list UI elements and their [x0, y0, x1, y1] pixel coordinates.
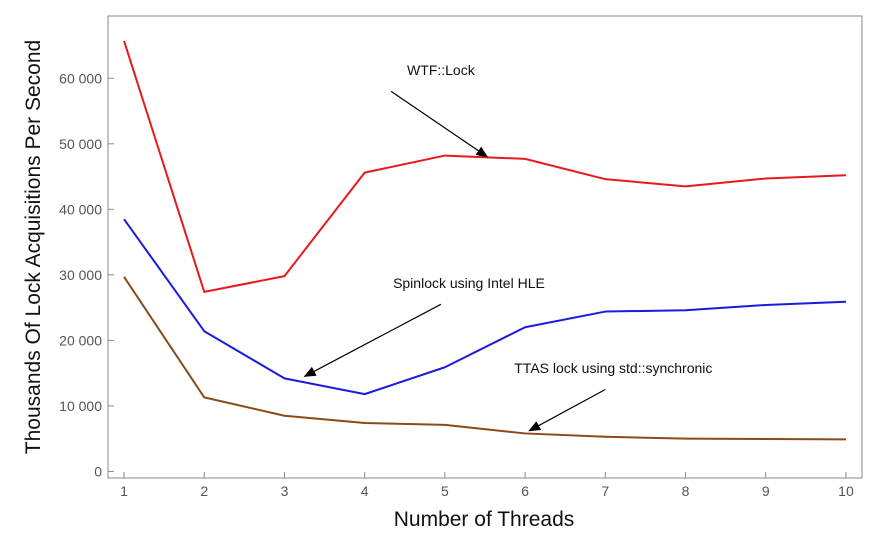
annotation-label: TTAS lock using std::synchronic	[514, 360, 712, 376]
x-tick-label: 2	[200, 483, 208, 499]
y-tick-label: 10 000	[59, 398, 102, 414]
x-tick-label: 8	[682, 483, 690, 499]
x-tick-label: 7	[601, 483, 609, 499]
y-tick-label: 40 000	[59, 201, 102, 217]
series-line-0	[123, 40, 846, 293]
x-tick-label: 3	[281, 483, 289, 499]
x-tick-label: 10	[838, 483, 854, 499]
y-axis-title: Thousands Of Lock Acquisitions Per Secon…	[22, 40, 45, 454]
y-tick-label: 30 000	[59, 267, 102, 283]
y-tick-label: 0	[94, 463, 102, 479]
y-tick-label: 50 000	[59, 136, 102, 152]
series-lines	[123, 40, 846, 441]
plot-frame	[107, 15, 863, 479]
annotation-label: WTF::Lock	[407, 62, 476, 78]
annotation-arrow	[303, 303, 442, 377]
annotation-arrow	[528, 389, 606, 432]
annotation-arrow	[390, 90, 489, 158]
x-tick-label: 9	[762, 483, 770, 499]
x-tick-label: 4	[361, 483, 369, 499]
x-axis-title: Number of Threads	[394, 508, 575, 531]
y-tick-label: 20 000	[59, 332, 102, 348]
x-tick-label: 1	[120, 483, 128, 499]
y-tick-label: 60 000	[59, 70, 102, 86]
x-axis-ticks: 1 2 3 4 5 6 7 8 9 10	[120, 472, 854, 499]
x-tick-label: 5	[441, 483, 449, 499]
series-line-1	[123, 218, 846, 396]
x-tick-label: 6	[521, 483, 529, 499]
series-line-2	[123, 276, 846, 441]
annotation-label: Spinlock using Intel HLE	[393, 275, 545, 291]
y-axis-ticks: 0 10 000 20 000 30 000 40 000 50 000 60 000	[59, 70, 114, 479]
